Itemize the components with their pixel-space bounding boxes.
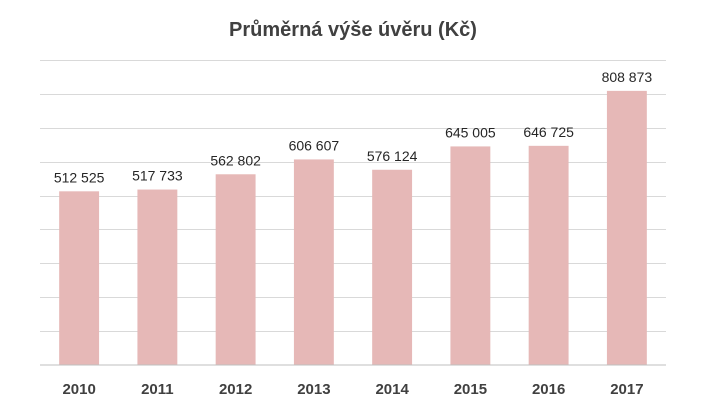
bar-2016	[528, 145, 569, 365]
data-label-2014: 576 124	[367, 148, 418, 164]
bar-2017	[606, 90, 647, 365]
bar-2012	[215, 174, 256, 365]
bar-2011	[137, 189, 178, 365]
data-label-2010: 512 525	[54, 169, 105, 185]
data-label-2011: 517 733	[132, 168, 183, 184]
x-tick-2014: 2014	[375, 381, 409, 398]
bars	[59, 90, 647, 365]
chart-title: Průměrná výše úvěru (Kč)	[229, 19, 477, 41]
x-tick-2016: 2016	[532, 381, 565, 398]
bar-2013	[293, 159, 334, 365]
bar-2015	[450, 146, 491, 365]
data-label-2015: 645 005	[445, 124, 496, 140]
bar-2010	[59, 191, 100, 365]
data-label-2013: 606 607	[289, 137, 340, 153]
x-tick-2010: 2010	[62, 381, 95, 398]
x-tick-2011: 2011	[141, 381, 174, 398]
data-label-2016: 646 725	[523, 124, 574, 140]
x-tick-2012: 2012	[219, 381, 252, 398]
x-tick-labels: 2010 2011 2012 2013 2014 2015 2016 2017	[62, 381, 643, 398]
data-label-2012: 562 802	[210, 152, 261, 168]
data-labels: 512 525 517 733 562 802 606 607 576 124 645 0…	[54, 69, 653, 185]
x-tick-2013: 2013	[297, 381, 330, 398]
gridlines	[40, 60, 666, 332]
x-tick-2017: 2017	[610, 381, 643, 398]
bar-2014	[372, 169, 413, 365]
x-tick-2015: 2015	[454, 381, 487, 398]
data-label-2017: 808 873	[602, 69, 653, 85]
